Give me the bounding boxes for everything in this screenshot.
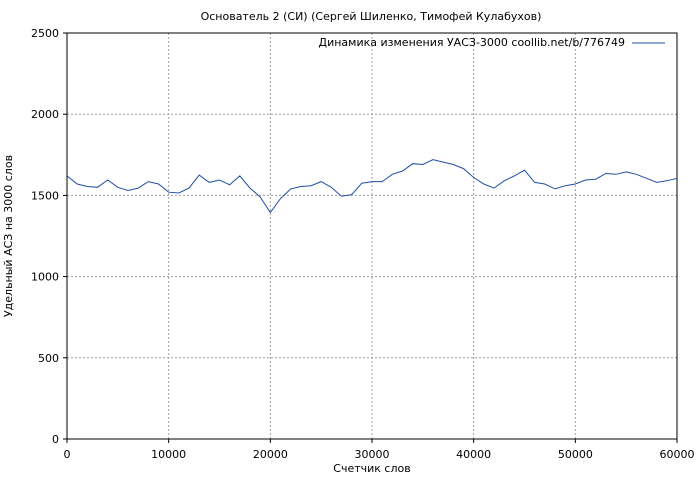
chart-title: Основатель 2 (СИ) (Сергей Шиленко, Тимоф… [201, 10, 542, 23]
legend-label: Динамика изменения УАСЗ-3000 coollib.net… [319, 36, 626, 49]
y-tick-label: 2500 [31, 27, 59, 40]
x-tick-label: 20000 [253, 448, 288, 461]
y-tick-label: 500 [38, 352, 59, 365]
y-tick-label: 1500 [31, 189, 59, 202]
y-tick-label: 1000 [31, 271, 59, 284]
x-axis-label: Счетчик слов [333, 462, 410, 475]
x-tick-label: 10000 [151, 448, 186, 461]
y-tick-label: 0 [52, 433, 59, 446]
x-tick-label: 30000 [355, 448, 390, 461]
x-tick-label: 60000 [660, 448, 695, 461]
x-tick-label: 0 [64, 448, 71, 461]
legend: Динамика изменения УАСЗ-3000 coollib.net… [319, 36, 665, 49]
series-line [66, 159, 678, 214]
axis-ticks: 0 10000 20000 30000 40000 50000 60000 0 500 1000 1… [31, 27, 695, 461]
y-tick-label: 2000 [31, 108, 59, 121]
grid [67, 33, 677, 439]
series-layer [66, 159, 678, 214]
x-tick-label: 50000 [558, 448, 593, 461]
x-tick-label: 40000 [456, 448, 491, 461]
y-axis-label: Удельный АСЗ на 3000 слов [2, 155, 15, 317]
